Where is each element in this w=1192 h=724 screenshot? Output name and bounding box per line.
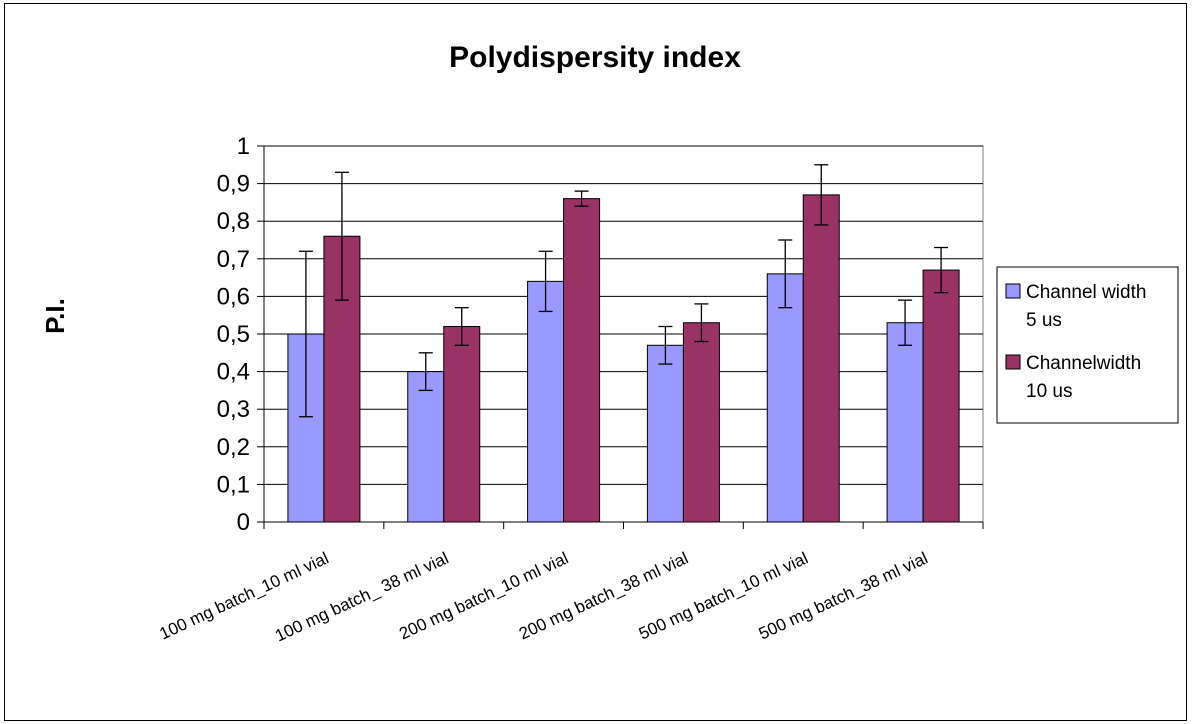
bar bbox=[766, 273, 804, 523]
y-tick-label: 0,9 bbox=[217, 171, 250, 198]
chart-title: Polydispersity index bbox=[449, 41, 741, 74]
y-tick-label: 0,7 bbox=[217, 246, 250, 273]
y-tick-label: 0,4 bbox=[217, 359, 250, 386]
legend-box bbox=[996, 266, 1179, 424]
legend: Channel width 5 us Channelwidth 10 us bbox=[996, 266, 1179, 424]
legend-swatch bbox=[1005, 283, 1021, 299]
y-tick-label: 0,6 bbox=[217, 283, 250, 310]
legend-label: 10 us bbox=[1026, 381, 1072, 402]
bar bbox=[646, 344, 684, 523]
bar bbox=[527, 280, 565, 523]
bar bbox=[682, 322, 720, 523]
y-axis-label: P.I. bbox=[40, 298, 70, 334]
bar bbox=[922, 269, 960, 523]
y-tick-label: 0,3 bbox=[217, 396, 250, 423]
y-tick-label: 0,2 bbox=[217, 434, 250, 461]
legend-label: Channelwidth bbox=[1026, 353, 1141, 374]
y-tick-label: 0,1 bbox=[217, 471, 250, 498]
y-tick-label: 1 bbox=[237, 133, 250, 160]
bar bbox=[407, 371, 445, 523]
bar bbox=[886, 322, 924, 523]
y-tick-label: 0,5 bbox=[217, 321, 250, 348]
legend-label: Channel width bbox=[1026, 282, 1146, 303]
legend-swatch bbox=[1005, 354, 1021, 370]
y-tick-label: 0,8 bbox=[217, 208, 250, 235]
y-tick-label: 0 bbox=[237, 509, 250, 536]
bar bbox=[802, 194, 840, 523]
legend-label: 5 us bbox=[1026, 310, 1062, 331]
bar bbox=[443, 325, 481, 523]
bar bbox=[563, 198, 601, 523]
